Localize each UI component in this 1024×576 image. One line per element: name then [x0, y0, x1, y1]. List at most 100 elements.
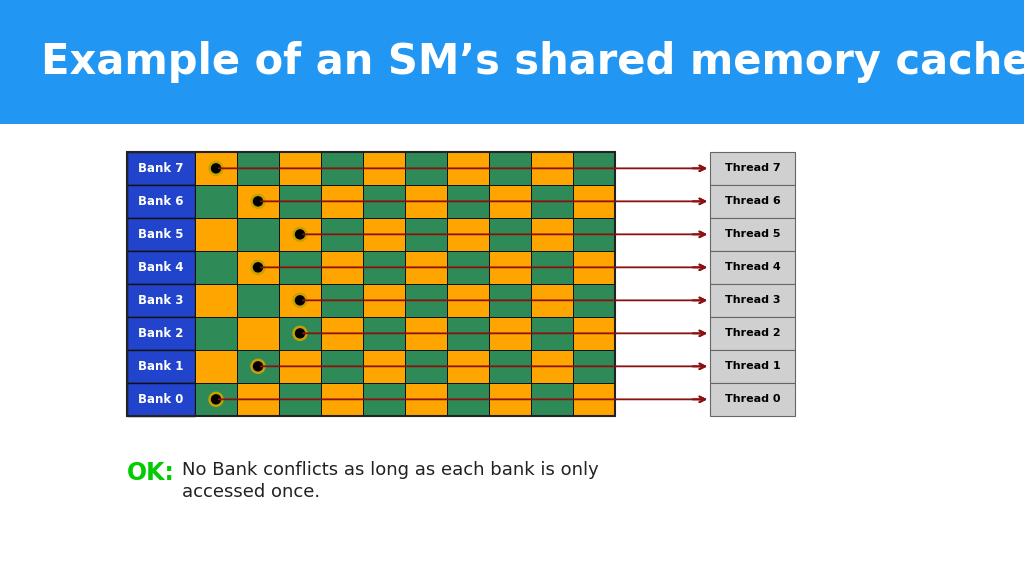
- Bar: [573, 251, 615, 284]
- Circle shape: [209, 161, 223, 175]
- Bar: [195, 284, 237, 317]
- Bar: [362, 218, 406, 251]
- Bar: [279, 383, 321, 416]
- Circle shape: [212, 395, 220, 404]
- Bar: [710, 185, 795, 218]
- Bar: [237, 350, 279, 383]
- Bar: [237, 152, 279, 185]
- Bar: [321, 317, 362, 350]
- Text: Thread 4: Thread 4: [725, 262, 780, 272]
- Circle shape: [293, 293, 307, 308]
- Bar: [321, 383, 362, 416]
- Text: Bank 7: Bank 7: [138, 162, 183, 175]
- Bar: [362, 185, 406, 218]
- Bar: [489, 185, 531, 218]
- Bar: [447, 383, 489, 416]
- Bar: [573, 350, 615, 383]
- Bar: [406, 284, 447, 317]
- Bar: [406, 317, 447, 350]
- Bar: [127, 383, 195, 416]
- Bar: [489, 218, 531, 251]
- Bar: [127, 350, 195, 383]
- Text: Thread 5: Thread 5: [725, 229, 780, 240]
- Text: Example of an SM’s shared memory cache: Example of an SM’s shared memory cache: [41, 41, 1024, 83]
- Text: Bank 0: Bank 0: [138, 393, 183, 406]
- Bar: [237, 218, 279, 251]
- Bar: [406, 350, 447, 383]
- Bar: [195, 317, 237, 350]
- Text: Bank 5: Bank 5: [138, 228, 183, 241]
- Bar: [531, 152, 573, 185]
- Bar: [447, 317, 489, 350]
- Bar: [362, 284, 406, 317]
- Bar: [489, 152, 531, 185]
- Text: Thread 6: Thread 6: [725, 196, 780, 206]
- Bar: [362, 251, 406, 284]
- Text: Bank 2: Bank 2: [138, 327, 183, 340]
- Text: Thread 2: Thread 2: [725, 328, 780, 338]
- Bar: [321, 284, 362, 317]
- Text: Thread 3: Thread 3: [725, 295, 780, 305]
- Bar: [447, 284, 489, 317]
- Text: Bank 3: Bank 3: [138, 294, 183, 307]
- Bar: [195, 383, 237, 416]
- Circle shape: [293, 327, 307, 340]
- Bar: [573, 284, 615, 317]
- Bar: [127, 317, 195, 350]
- Bar: [127, 251, 195, 284]
- Text: OK:: OK:: [127, 461, 175, 485]
- Circle shape: [254, 263, 262, 272]
- Bar: [321, 218, 362, 251]
- Bar: [362, 350, 406, 383]
- Text: Bank 6: Bank 6: [138, 195, 183, 208]
- Bar: [127, 284, 195, 317]
- Bar: [279, 218, 321, 251]
- Bar: [531, 383, 573, 416]
- Bar: [195, 251, 237, 284]
- Bar: [279, 152, 321, 185]
- Bar: [127, 152, 195, 185]
- Bar: [127, 185, 195, 218]
- Text: Thread 7: Thread 7: [725, 164, 780, 173]
- Bar: [573, 152, 615, 185]
- Bar: [531, 185, 573, 218]
- Bar: [406, 218, 447, 251]
- Bar: [321, 350, 362, 383]
- Bar: [710, 218, 795, 251]
- Bar: [573, 218, 615, 251]
- Bar: [279, 284, 321, 317]
- Circle shape: [293, 228, 307, 241]
- Text: Thread 0: Thread 0: [725, 395, 780, 404]
- Bar: [710, 284, 795, 317]
- Bar: [531, 284, 573, 317]
- Circle shape: [209, 392, 223, 406]
- Bar: [710, 350, 795, 383]
- Bar: [489, 317, 531, 350]
- Bar: [362, 152, 406, 185]
- Bar: [447, 218, 489, 251]
- Bar: [447, 185, 489, 218]
- Bar: [406, 251, 447, 284]
- Bar: [531, 317, 573, 350]
- Text: Bank 4: Bank 4: [138, 261, 183, 274]
- Bar: [195, 152, 237, 185]
- Bar: [362, 383, 406, 416]
- Circle shape: [251, 194, 265, 209]
- Bar: [406, 383, 447, 416]
- Bar: [531, 251, 573, 284]
- Circle shape: [251, 260, 265, 274]
- Bar: [406, 185, 447, 218]
- Circle shape: [254, 197, 262, 206]
- Bar: [321, 185, 362, 218]
- Bar: [279, 251, 321, 284]
- Bar: [710, 152, 795, 185]
- Bar: [237, 185, 279, 218]
- Circle shape: [251, 359, 265, 373]
- Bar: [447, 350, 489, 383]
- Circle shape: [296, 296, 304, 305]
- Bar: [447, 251, 489, 284]
- Bar: [710, 317, 795, 350]
- Bar: [237, 284, 279, 317]
- Bar: [237, 251, 279, 284]
- Bar: [710, 383, 795, 416]
